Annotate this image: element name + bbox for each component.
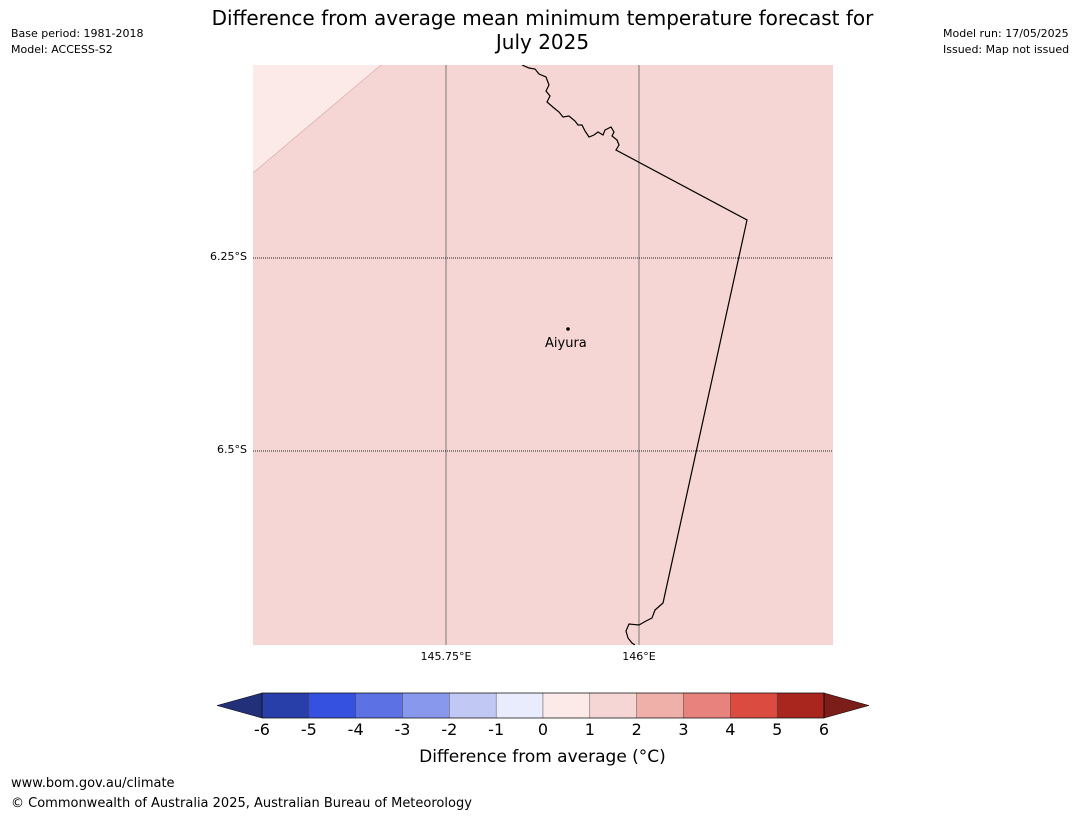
issued-text: Issued: Map not issued <box>943 43 1070 56</box>
aiyura-marker <box>566 327 570 331</box>
colorbar-swatch <box>730 692 778 719</box>
colorbar-tick-label: -6 <box>254 720 270 739</box>
colorbar-swatch <box>776 692 825 719</box>
colorbar-tick-label: 1 <box>584 720 595 739</box>
colorbar-swatch <box>355 692 403 719</box>
colorbar-swatch <box>261 692 310 719</box>
lat-label-6-5s: 6.5°S <box>217 443 247 456</box>
colorbar-tick-label: 6 <box>818 720 830 739</box>
colorbar-over-arrow <box>823 692 870 719</box>
colorbar-tick-label: 5 <box>772 720 783 739</box>
base-period-text: Base period: 1981-2018 <box>11 27 144 40</box>
colorbar-tick-label: 0 <box>537 720 549 739</box>
colorbar-swatch <box>495 692 544 719</box>
map-title: Difference from average mean minimum tem… <box>180 6 905 54</box>
map-canvas <box>253 65 833 645</box>
colorbar-swatch <box>683 692 731 719</box>
title-line-2: July 2025 <box>495 30 590 54</box>
copyright-text: © Commonwealth of Australia 2025, Austra… <box>11 796 472 811</box>
colorbar-swatch <box>542 692 591 719</box>
colorbar-tick-label: -4 <box>347 720 364 739</box>
colorbar-swatch <box>308 692 356 719</box>
forecast-map[interactable]: Aiyura <box>253 65 833 645</box>
footer: www.bom.gov.au/climate © Commonwealth of… <box>11 774 472 814</box>
colorbar-tick-label: -5 <box>300 720 317 739</box>
aiyura-label: Aiyura <box>545 336 587 351</box>
png-border-coastline <box>521 65 748 645</box>
metadata-left: Base period: 1981-2018 Model: ACCESS-S2 <box>11 26 143 58</box>
lat-label-6-25s: 6.25°S <box>210 250 247 263</box>
model-text: Model: ACCESS-S2 <box>11 43 113 56</box>
lon-label-146e: 146°E <box>622 650 656 663</box>
colorbar-tick-label: 3 <box>678 720 689 739</box>
colorbar-tick-label: -2 <box>441 720 458 739</box>
colorbar-swatch <box>636 692 684 719</box>
colorbar-tick-label: 4 <box>725 720 736 739</box>
contour-line <box>253 65 382 174</box>
anomaly-fill <box>253 65 833 645</box>
colorbar-tick-label: -1 <box>488 720 505 739</box>
colorbar-swatch <box>589 692 637 719</box>
lon-label-145-75e: 145.75°E <box>420 650 472 663</box>
colorbar-label: Difference from average (°C) <box>419 747 666 767</box>
colorbar-tick-label: 2 <box>631 720 642 739</box>
model-run-text: Model run: 17/05/2025 <box>943 27 1069 40</box>
title-line-1: Difference from average mean minimum tem… <box>211 6 874 30</box>
colorbar-swatch <box>449 692 497 719</box>
metadata-right: Model run: 17/05/2025 Issued: Map not is… <box>943 26 1069 58</box>
colorbar-tick-label: -3 <box>394 720 411 739</box>
colorbar-under-arrow <box>216 692 263 719</box>
bom-url-link[interactable]: www.bom.gov.au/climate <box>11 776 175 791</box>
colorbar-swatch <box>402 692 450 719</box>
colorbar-border <box>261 692 825 719</box>
